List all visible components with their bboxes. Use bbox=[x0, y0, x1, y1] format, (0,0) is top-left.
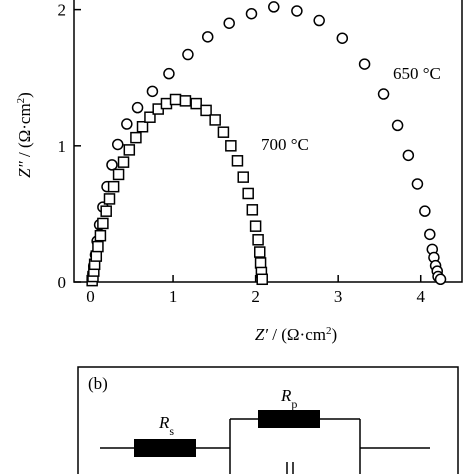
data-point-650 bbox=[313, 14, 325, 27]
y-axis-label: Z″ / (Ω·cm2) bbox=[15, 92, 34, 178]
data-point-650 bbox=[146, 85, 159, 98]
rs-label: Rs bbox=[158, 413, 174, 438]
circuit-frame bbox=[77, 366, 459, 474]
data-point-700 bbox=[231, 155, 244, 167]
data-point-650 bbox=[411, 178, 424, 190]
data-point-700 bbox=[254, 257, 267, 269]
nyquist-plot: 0 1 2 3 4 0 1 2 650 °C 700 °C Z′ / (Ω·cm2) Z″ … bbox=[15, 0, 463, 344]
data-point-700 bbox=[94, 229, 107, 242]
panel-b-label: (b) bbox=[88, 374, 108, 393]
data-point-650 bbox=[131, 101, 144, 114]
data-point-650 bbox=[201, 31, 214, 43]
data-point-650 bbox=[434, 273, 447, 286]
data-point-700 bbox=[117, 156, 130, 168]
x-tick-label: 3 bbox=[334, 287, 343, 306]
data-point-650 bbox=[377, 88, 390, 100]
data-point-700 bbox=[103, 193, 116, 205]
x-tick-label: 1 bbox=[169, 287, 178, 306]
plot-frame bbox=[73, 0, 463, 283]
data-marks bbox=[86, 1, 447, 287]
data-point-700 bbox=[169, 93, 182, 106]
data-point-700 bbox=[112, 168, 125, 181]
series-label-650: 650 °C bbox=[393, 64, 441, 83]
data-point-700 bbox=[97, 217, 109, 230]
data-point-650 bbox=[112, 138, 124, 151]
data-point-650 bbox=[402, 149, 415, 162]
x-axis-label: Z′ / (Ω·cm2) bbox=[255, 325, 337, 344]
y-tick-label: 2 bbox=[58, 1, 67, 20]
data-point-700 bbox=[217, 126, 230, 138]
data-point-700 bbox=[253, 246, 266, 258]
data-point-700 bbox=[237, 171, 249, 183]
y-tick-label: 0 bbox=[58, 273, 67, 292]
y-tick-label: 1 bbox=[58, 137, 67, 156]
equivalent-circuit: (b) Rs Rp bbox=[77, 366, 459, 474]
data-point-700 bbox=[190, 97, 202, 110]
data-point-650 bbox=[121, 118, 133, 130]
data-point-700 bbox=[225, 140, 237, 152]
resistor-rs bbox=[134, 439, 196, 457]
data-point-700 bbox=[256, 273, 268, 286]
data-point-650 bbox=[419, 205, 431, 217]
data-point-700 bbox=[100, 205, 112, 217]
data-point-650 bbox=[223, 17, 235, 29]
x-tick-label: 0 bbox=[86, 287, 95, 306]
data-point-700 bbox=[144, 111, 156, 123]
data-point-650 bbox=[291, 5, 303, 17]
y-axis-ticks: 0 1 2 bbox=[58, 1, 81, 292]
data-point-700 bbox=[209, 114, 221, 126]
data-point-650 bbox=[245, 7, 258, 20]
data-point-650 bbox=[163, 67, 175, 80]
data-point-700 bbox=[130, 131, 142, 144]
resistor-rp bbox=[258, 410, 320, 428]
x-axis-ticks: 0 1 2 3 4 bbox=[86, 275, 425, 306]
data-point-700 bbox=[242, 187, 254, 200]
data-point-700 bbox=[200, 104, 212, 117]
data-point-700 bbox=[136, 120, 149, 133]
x-tick-label: 2 bbox=[251, 287, 260, 306]
data-point-700 bbox=[179, 95, 192, 107]
data-point-700 bbox=[249, 220, 262, 232]
data-point-650 bbox=[424, 228, 436, 241]
data-point-700 bbox=[90, 250, 103, 262]
data-point-650 bbox=[182, 48, 194, 61]
data-point-650 bbox=[106, 159, 118, 171]
x-tick-label: 4 bbox=[416, 287, 425, 306]
data-point-650 bbox=[336, 32, 349, 44]
data-point-700 bbox=[92, 240, 104, 253]
rp-label: Rp bbox=[280, 386, 297, 411]
data-point-700 bbox=[252, 234, 264, 246]
data-point-700 bbox=[107, 180, 120, 193]
data-point-700 bbox=[123, 144, 136, 156]
data-point-700 bbox=[246, 204, 259, 216]
data-point-650 bbox=[391, 119, 404, 132]
series-label-700: 700 °C bbox=[261, 135, 309, 154]
data-point-650 bbox=[268, 1, 280, 13]
data-point-650 bbox=[358, 58, 371, 70]
